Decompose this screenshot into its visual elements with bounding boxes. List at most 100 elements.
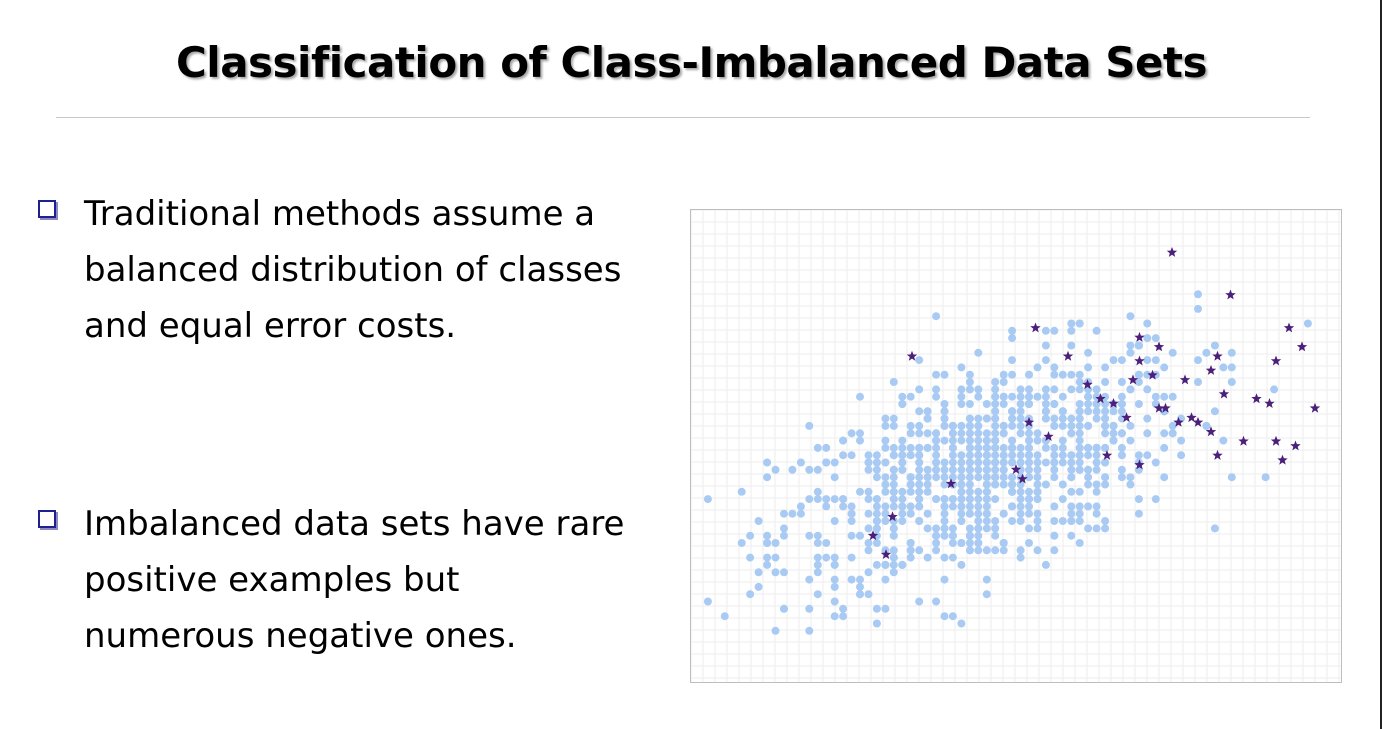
negative-point — [974, 458, 983, 467]
positive-point — [1153, 402, 1165, 413]
negative-point — [881, 436, 890, 445]
negative-point — [1008, 480, 1017, 489]
negative-point — [974, 429, 983, 438]
positive-point — [1218, 388, 1230, 399]
negative-point — [1050, 546, 1059, 555]
positive-point — [1147, 369, 1158, 380]
negative-point — [1008, 414, 1017, 423]
negative-point — [1067, 429, 1076, 438]
negative-point — [1008, 517, 1017, 525]
negative-point — [889, 451, 898, 460]
negative-point — [982, 480, 991, 489]
positive-point — [1095, 393, 1106, 404]
negative-point — [923, 473, 932, 482]
negative-point — [780, 531, 788, 540]
positive-point — [1277, 454, 1288, 465]
negative-point — [813, 568, 822, 577]
negative-point — [1168, 392, 1177, 401]
negative-point — [999, 451, 1008, 460]
negative-point — [1050, 414, 1059, 423]
negative-point — [1033, 495, 1042, 504]
negative-point — [1092, 451, 1101, 460]
negative-point — [889, 421, 898, 430]
negative-point — [881, 509, 890, 518]
positive-point — [1043, 431, 1054, 441]
negative-point — [822, 553, 831, 562]
bullet-text: Imbalanced data sets have rare positive … — [84, 496, 624, 664]
negative-point — [1033, 363, 1042, 372]
negative-point — [957, 421, 966, 430]
negative-point — [1092, 524, 1101, 533]
negative-point — [1117, 473, 1126, 482]
negative-point — [991, 473, 1000, 482]
negative-point — [1058, 392, 1067, 401]
positive-point — [1212, 350, 1223, 361]
negative-point — [1016, 407, 1025, 416]
negative-point — [999, 509, 1008, 518]
negative-point — [856, 582, 864, 591]
negative-point — [1016, 553, 1025, 562]
negative-point — [1008, 436, 1017, 445]
negative-point — [932, 436, 941, 445]
negative-point — [839, 495, 848, 504]
negative-point — [940, 509, 949, 518]
negative-point — [805, 604, 814, 613]
negative-point — [1058, 370, 1067, 379]
negative-point — [1067, 473, 1076, 482]
negative-point — [991, 378, 1000, 386]
negative-point — [771, 465, 780, 474]
negative-point — [957, 480, 966, 489]
negative-point — [1075, 414, 1084, 423]
negative-point — [948, 539, 957, 547]
negative-point — [1033, 458, 1042, 467]
negative-point — [1075, 465, 1084, 474]
negative-point — [856, 531, 864, 540]
negative-point — [1210, 341, 1219, 350]
negative-point — [940, 575, 949, 584]
negative-point — [1050, 363, 1059, 372]
negative-point — [1008, 451, 1017, 460]
negative-point — [915, 517, 924, 525]
negative-point — [1067, 487, 1076, 496]
negative-point — [965, 465, 974, 474]
negative-point — [813, 465, 822, 474]
negative-point — [1067, 421, 1076, 430]
negative-point — [1075, 443, 1084, 452]
negative-point — [965, 385, 974, 394]
negative-point — [915, 480, 924, 489]
negative-point — [999, 370, 1008, 379]
negative-point — [915, 458, 924, 467]
negative-point — [1041, 414, 1050, 423]
positive-point — [1082, 379, 1093, 390]
negative-point — [898, 392, 907, 401]
negative-point — [915, 451, 924, 460]
negative-point — [915, 407, 924, 416]
negative-point — [1109, 429, 1118, 438]
negative-point — [991, 458, 1000, 467]
negative-point — [1303, 319, 1312, 328]
negative-point — [923, 480, 932, 489]
negative-point — [813, 443, 822, 452]
negative-point — [898, 458, 907, 467]
positive-point — [1192, 416, 1204, 427]
positive-point — [1010, 464, 1022, 474]
negative-point — [1008, 487, 1017, 496]
negative-point — [1143, 414, 1152, 423]
negative-point — [1092, 385, 1101, 394]
negative-point — [1117, 451, 1126, 460]
negative-point — [957, 465, 966, 474]
negative-point — [881, 517, 890, 525]
negative-point — [746, 553, 755, 562]
positive-point — [1264, 398, 1275, 408]
negative-point — [965, 421, 974, 430]
negative-point — [822, 502, 831, 511]
negative-point — [1041, 443, 1050, 452]
negative-point — [898, 451, 907, 460]
positive-point — [1179, 374, 1191, 385]
negative-point — [999, 480, 1008, 489]
positive-point — [1134, 355, 1145, 366]
negative-point — [974, 531, 983, 540]
negative-point — [847, 531, 856, 540]
negative-point — [999, 421, 1008, 430]
